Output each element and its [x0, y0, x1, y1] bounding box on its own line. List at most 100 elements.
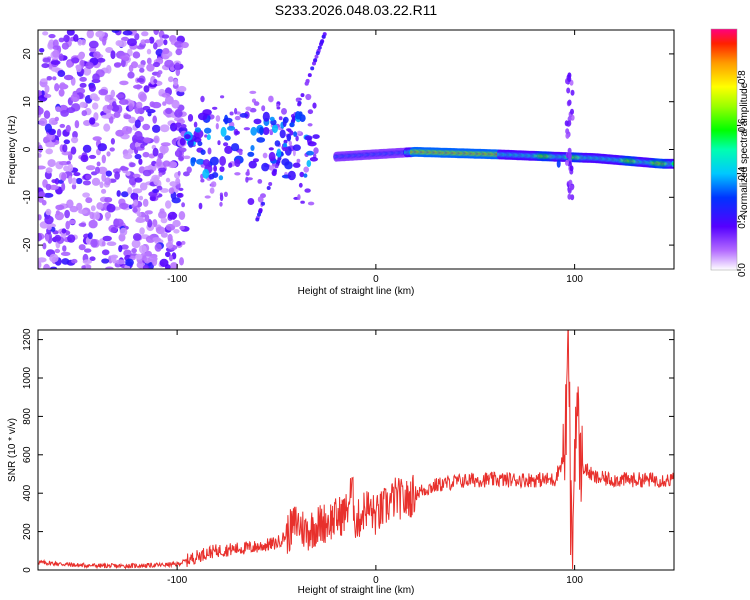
- y-tick-label: 200: [22, 523, 33, 540]
- spectrogram-cell: [125, 258, 134, 267]
- spectrogram-cell: [165, 223, 176, 231]
- spectrogram-cell: [85, 165, 96, 171]
- spectrogram-cell: [71, 57, 80, 64]
- y-tick-label: 800: [22, 408, 33, 425]
- spectrogram-cell: [303, 166, 310, 173]
- spectrogram-cell: [101, 258, 110, 264]
- spectrogram-cell: [130, 61, 139, 69]
- spectrogram-cell: [131, 239, 141, 249]
- spectrogram-cell: [154, 243, 162, 252]
- spectrogram-cell: [50, 67, 61, 72]
- spectrogram-cell: [86, 30, 94, 39]
- spectrogram-cell: [82, 144, 92, 153]
- spectrogram-cell: [38, 214, 42, 221]
- spectrogram-cell: [71, 136, 79, 144]
- spectrogram-cell: [83, 66, 92, 76]
- spectrogram-cell: [306, 160, 312, 167]
- spectrogram-cell: [268, 165, 275, 171]
- spectrogram-cell: [247, 151, 255, 157]
- spectrogram-cell: [38, 106, 44, 115]
- spectrogram-cell: [110, 50, 116, 60]
- spectrogram-cell: [133, 84, 143, 90]
- spectrogram-cell: [106, 104, 114, 110]
- spectrogram-cell: [256, 137, 266, 143]
- spectrogram-cell: [249, 90, 257, 94]
- snr-series-line: [38, 330, 674, 570]
- spectrogram-cell: [134, 130, 143, 140]
- spectrogram-cell: [99, 181, 104, 189]
- spectrogram-cell: [288, 140, 292, 146]
- spectrogram-cell: [319, 40, 324, 45]
- spectrogram-cell: [38, 191, 46, 198]
- spectrogram-cell: [61, 258, 70, 265]
- spectrogram-cell: [79, 101, 87, 108]
- spectrogram-cell: [160, 232, 168, 238]
- spectrogram-cell: [228, 162, 233, 168]
- spectrogram-cell: [160, 142, 171, 147]
- spectrogram-cell: [101, 114, 111, 119]
- spectrogram-cell: [55, 106, 61, 112]
- spectrogram-cell: [279, 129, 286, 139]
- spectrogram-cell: [200, 178, 205, 183]
- spectrogram-cell: [88, 40, 99, 49]
- spectrogram-cell: [159, 258, 169, 267]
- spectrogram-cell: [119, 227, 128, 236]
- spectrogram-cell: [101, 249, 110, 256]
- spectrogram-cell: [144, 39, 151, 44]
- spectrogram-cell: [234, 130, 240, 135]
- spectrogram-cell: [297, 194, 301, 201]
- spectrogram-cell: [312, 134, 320, 140]
- spectrogram-cell: [268, 95, 274, 103]
- spectrogram-cell: [567, 99, 572, 106]
- spectrogram-cell: [167, 211, 178, 220]
- spectrogram-cell: [202, 168, 210, 179]
- spectrogram-cell: [218, 175, 224, 181]
- y-tick-label: 20: [22, 48, 33, 60]
- spectrogram-cell: [276, 159, 281, 164]
- spectrogram-cell: [272, 124, 278, 134]
- spectrogram-cell: [79, 82, 87, 88]
- spectrogram-cell: [85, 62, 94, 69]
- spectrogram-cell: [81, 265, 86, 269]
- spectrogram-cell: [118, 245, 123, 253]
- spectrogram-cell: [137, 64, 145, 69]
- spectrogram-cell: [38, 165, 46, 170]
- spectrogram-cell: [269, 116, 275, 121]
- spectrogram-cell: [41, 199, 47, 206]
- colorbar-gradient: [711, 29, 737, 270]
- spectrogram-cell: [76, 87, 86, 95]
- spectrogram-cell: [111, 30, 120, 33]
- spectrogram-cell: [119, 55, 129, 60]
- spectrogram-cell: [299, 171, 305, 178]
- spectrogram-cell: [68, 175, 73, 185]
- spectrogram-cell: [97, 143, 108, 152]
- spectrogram-cell: [133, 199, 139, 206]
- spectrogram-cell: [298, 182, 303, 188]
- spectrogram-cell: [121, 36, 129, 42]
- spectrogram-cell: [159, 124, 170, 133]
- spectrogram-cell: [313, 58, 318, 63]
- colorbar-tick-label: 0.0: [737, 263, 748, 277]
- spectrogram-cell: [43, 110, 51, 119]
- spectrogram-cell: [181, 41, 189, 49]
- spectrogram-cell: [71, 258, 78, 264]
- spectrogram-cell: [255, 217, 260, 222]
- spectrogram-cell: [227, 125, 236, 131]
- spectrogram-cell: [181, 202, 186, 208]
- spectrogram-cell: [123, 153, 133, 160]
- spectrogram-cell: [231, 143, 240, 152]
- spectrogram-cell: [95, 30, 105, 38]
- spectrogram-x-axis: -100 0 100: [167, 30, 583, 285]
- spectrogram-cell: [163, 39, 168, 46]
- spectrogram-cell: [92, 73, 100, 82]
- snr-y-axis: 0 200 400 600 800 1000 1200: [22, 328, 674, 573]
- spectrogram-cell: [262, 111, 270, 122]
- spectrogram-cell: [128, 176, 137, 186]
- spectrogram-cell: [119, 166, 129, 171]
- spectrogram-cell: [177, 192, 184, 198]
- spectrogram-cell: [44, 215, 54, 225]
- spectrogram-cell: [127, 71, 135, 79]
- y-tick-label: 0: [22, 567, 33, 573]
- spectrogram-cell: [75, 177, 83, 185]
- spectrogram-cell: [58, 37, 65, 43]
